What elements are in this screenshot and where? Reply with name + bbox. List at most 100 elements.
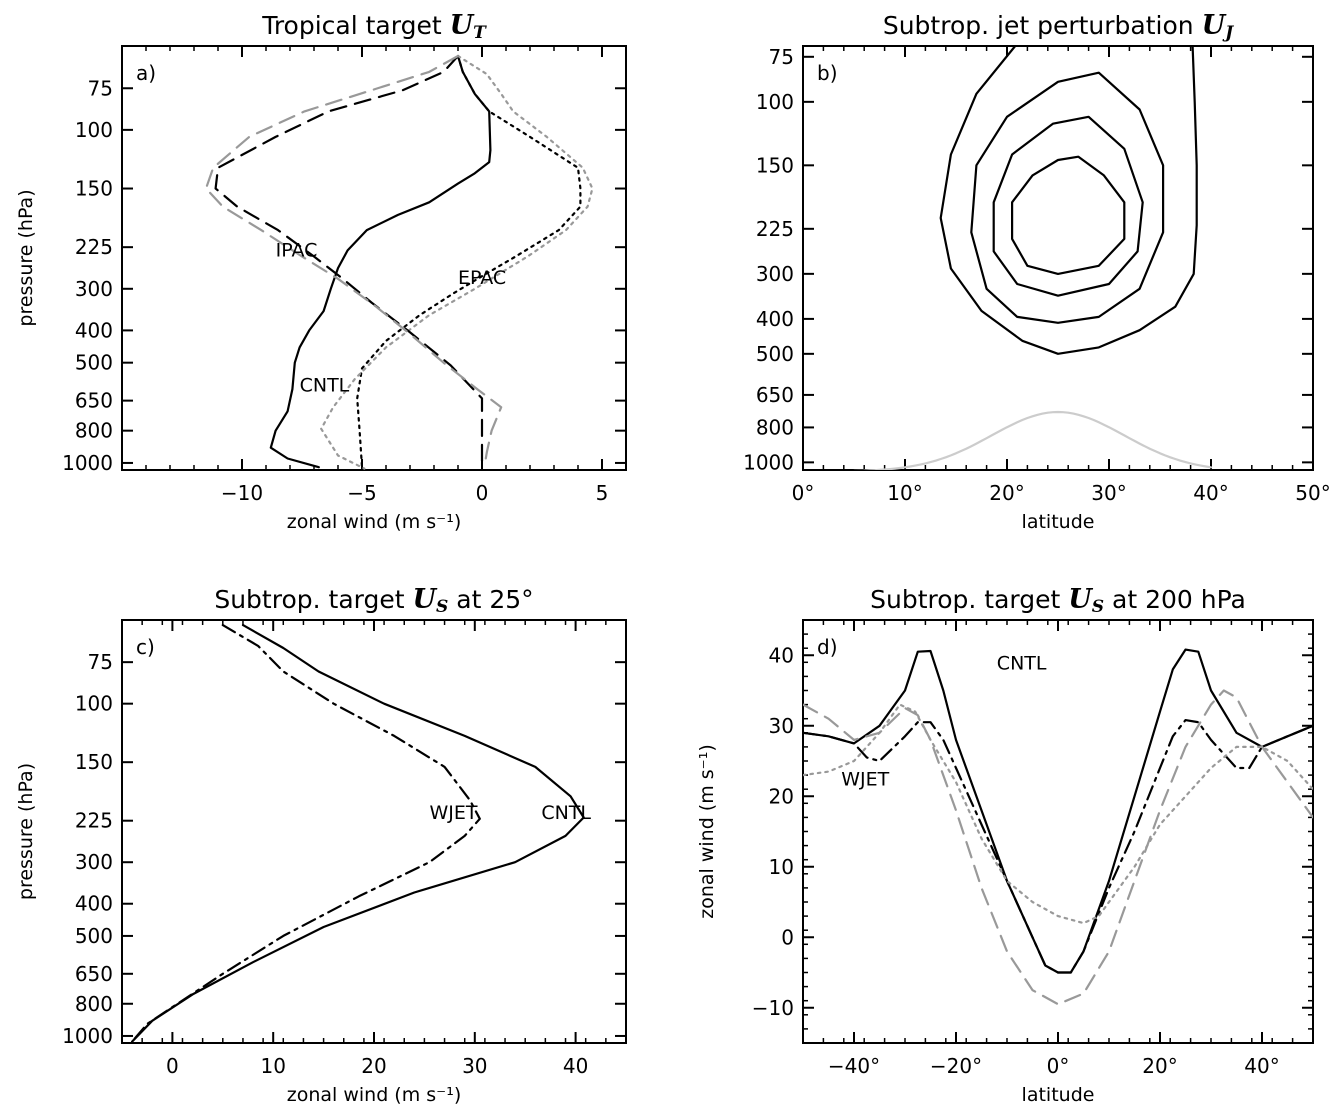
x-tick-label: 20°	[989, 481, 1024, 505]
y-tick-label: 40	[769, 643, 794, 667]
y-tick-label: 800	[75, 992, 113, 1016]
y-tick-label: 20	[769, 784, 794, 808]
plot-frame	[802, 619, 1314, 1044]
x-tick-label: 30	[462, 1054, 487, 1078]
chart-title-suffix: at 200 hPa	[1104, 585, 1246, 614]
x-tick-label: 10°	[887, 481, 922, 505]
chart-title: Tropical target UT	[261, 10, 487, 43]
y-tick-label: 1000	[62, 1024, 113, 1048]
x-tick-label: 0	[476, 481, 489, 505]
x-axis-label: zonal wind (m s⁻¹)	[287, 1084, 461, 1106]
plot-frame	[802, 45, 1314, 471]
chart-title-text: Subtrop. target	[870, 585, 1068, 614]
contour-line-1	[939, 46, 1198, 355]
contour-line-3	[992, 115, 1144, 297]
chart-title: Subtrop. jet perturbation UJ	[883, 10, 1234, 43]
chart-title: Subtrop. target US at 200 hPa	[870, 584, 1246, 617]
y-tick-label: 400	[75, 892, 113, 916]
y-tick-label: 100	[75, 118, 113, 142]
x-tick-label: 40°	[1244, 1054, 1279, 1078]
chart-title-subscript: S	[1092, 597, 1104, 617]
x-tick-label: 50°	[1295, 481, 1330, 505]
y-tick-label: 10	[769, 855, 794, 879]
series-line-cntl	[131, 624, 585, 1043]
chart-title-text: Subtrop. target	[214, 585, 412, 614]
plot-area	[204, 54, 594, 470]
plot-frame	[121, 45, 627, 471]
x-tick-label: −40°	[828, 1054, 880, 1078]
y-tick-label: 75	[88, 650, 113, 674]
x-tick-label: 20°	[1142, 1054, 1177, 1078]
series-line-ipac-grey	[204, 54, 503, 469]
annotation-cntl: CNTL	[300, 374, 350, 396]
x-axis-label: latitude	[1022, 1084, 1095, 1106]
y-tick-label: 75	[88, 76, 113, 100]
x-tick-label: 10	[260, 1054, 285, 1078]
y-tick-label: 75	[769, 45, 794, 69]
chart-title-subscript: T	[473, 23, 487, 43]
annotation-wjet: WJET	[429, 802, 477, 824]
y-tick-label: 0	[781, 925, 794, 949]
panel-label: b)	[817, 61, 838, 85]
x-tick-label: −20°	[930, 1054, 982, 1078]
chart-title-symbol: U	[1202, 10, 1227, 41]
y-tick-label: 300	[75, 277, 113, 301]
series-line-cntl	[269, 54, 492, 469]
chart-title-symbol: U	[1068, 584, 1093, 615]
x-tick-label: −5	[347, 481, 376, 505]
x-tick-label: −10	[221, 481, 263, 505]
y-tick-label: 500	[75, 351, 113, 375]
y-axis-label: pressure (hPa)	[15, 189, 37, 326]
panel-d-subtropical-target-200hpa: Subtrop. target US at 200 hPa d) −10 0 10 20 3…	[696, 584, 1314, 1106]
series-line-wjet	[803, 719, 1313, 974]
y-tick-label: 100	[756, 90, 794, 114]
y-tick-label: 225	[756, 217, 794, 241]
y-tick-label: −10	[752, 996, 794, 1020]
x-tick-label: 0°	[792, 481, 815, 505]
x-axis-label: zonal wind (m s⁻¹)	[287, 511, 461, 533]
y-tick-label: 300	[756, 262, 794, 286]
panel-c-subtropical-target-25: Subtrop. target US at 25°c)7510015022530…	[15, 584, 627, 1106]
plot-area	[803, 648, 1313, 1006]
chart-title: Subtrop. target US at 25°	[214, 584, 533, 617]
panel-label: a)	[136, 61, 156, 85]
y-tick-label: 150	[75, 177, 113, 201]
x-tick-label: 30°	[1091, 481, 1126, 505]
y-tick-label: 30	[769, 714, 794, 738]
x-tick-label: 40°	[1193, 481, 1228, 505]
y-tick-label: 800	[756, 415, 794, 439]
contour-surface-outline	[853, 410, 1213, 470]
series-line-epac	[356, 54, 582, 469]
y-axis-label: pressure (hPa)	[15, 763, 37, 900]
y-tick-label: 150	[756, 153, 794, 177]
y-tick-label: 100	[75, 692, 113, 716]
panel-b-jet-perturbation: Subtrop. jet perturbation UJb)7510015022…	[743, 10, 1331, 533]
y-tick-label: 1000	[743, 450, 794, 474]
chart-title-suffix: at 25°	[448, 585, 533, 614]
y-tick-label: 400	[756, 307, 794, 331]
y-tick-label: 225	[75, 809, 113, 833]
series-line-cntl	[803, 648, 1313, 974]
panel-label: c)	[136, 635, 155, 659]
plot-area	[853, 46, 1213, 470]
contour-line-2	[970, 71, 1165, 324]
chart-title-symbol: U	[450, 10, 475, 41]
chart-title-text: Subtrop. jet perturbation	[883, 11, 1202, 40]
y-tick-label: 500	[756, 342, 794, 366]
annotation-cntl: CNTL	[541, 802, 591, 824]
chart-title-text: Tropical target	[261, 11, 449, 40]
y-tick-label: 400	[75, 318, 113, 342]
x-axis-label: latitude	[1022, 511, 1095, 533]
x-tick-label: 40	[563, 1054, 588, 1078]
contour-line-4	[1011, 155, 1126, 275]
chart-title-subscript: J	[1222, 23, 1234, 43]
annotation-cntl: CNTL	[997, 652, 1047, 674]
annotation-epac: EPAC	[458, 267, 506, 289]
series-line-wjet	[131, 624, 481, 1043]
x-tick-label: 20	[361, 1054, 386, 1078]
y-tick-label: 1000	[62, 451, 113, 475]
plot-frame	[121, 619, 627, 1044]
series-line-grey-dashed	[803, 689, 1313, 1006]
y-tick-label: 650	[75, 389, 113, 413]
y-tick-label: 650	[756, 383, 794, 407]
